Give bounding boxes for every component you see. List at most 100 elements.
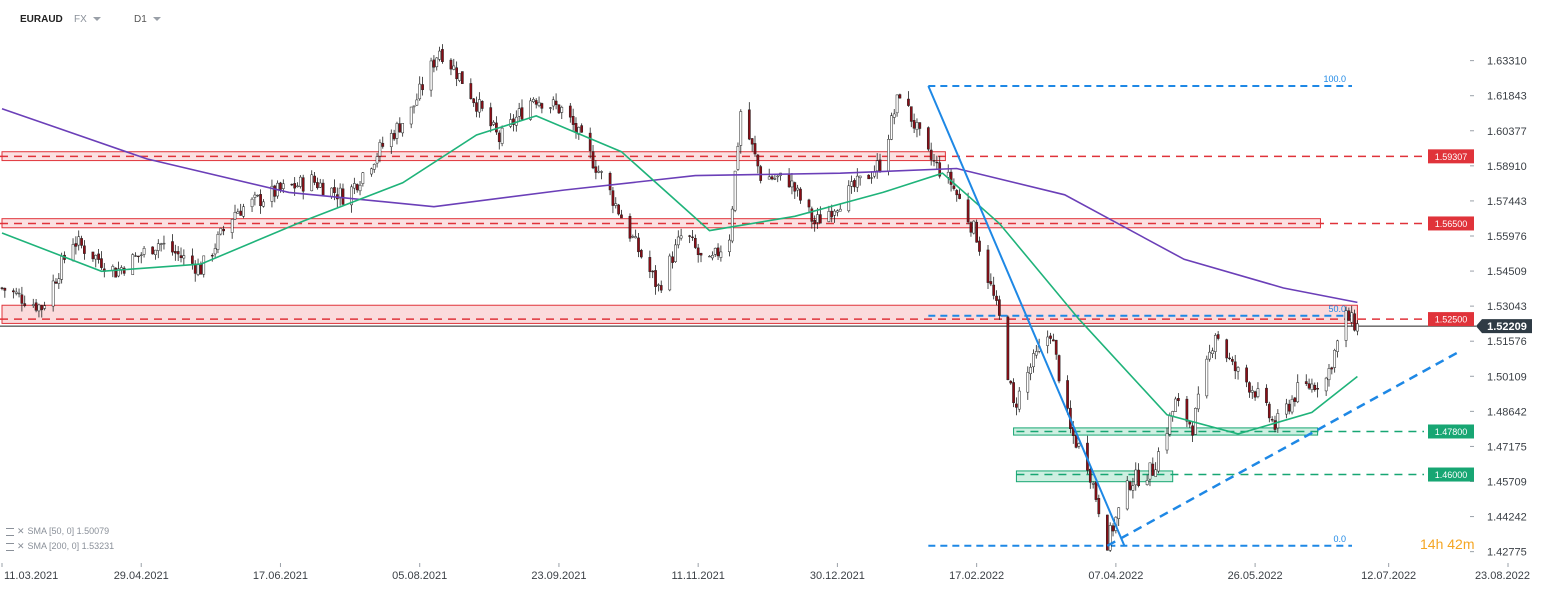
levels-layer: 100.0 50.0 0.0 (0, 74, 1476, 547)
candle-body (330, 187, 333, 197)
candle-body (372, 164, 376, 170)
candle-body (60, 256, 64, 280)
candle-body (895, 94, 899, 114)
candle-body (711, 255, 714, 259)
candle-body (418, 83, 422, 100)
level-tag-label: 1.46000 (1435, 470, 1468, 480)
level-tag (1428, 149, 1474, 164)
candle-body (1165, 433, 1169, 451)
legend-sma50[interactable]: ✕ SMA [50, 0] 1.50079 (6, 526, 109, 537)
menu-icon[interactable] (6, 542, 14, 551)
candle-body (432, 59, 436, 68)
candle-body (1108, 525, 1112, 551)
candle-body (1233, 361, 1237, 372)
candle-body (100, 258, 103, 268)
close-icon[interactable]: ✕ (17, 541, 25, 551)
candle-body (1015, 403, 1018, 408)
candle-body (588, 132, 592, 151)
sma-layer (1, 107, 1358, 435)
candle-body (176, 251, 180, 255)
candle-body (833, 210, 836, 216)
candle-body (191, 255, 194, 264)
candle-body (137, 255, 140, 258)
candle-body (12, 290, 15, 293)
candle-body (171, 241, 174, 253)
candle-body (1097, 498, 1101, 515)
candle-body (310, 174, 314, 192)
candle-body (230, 219, 234, 233)
candle-body (1134, 469, 1138, 486)
candle-body (139, 254, 143, 256)
candle-body (747, 109, 751, 140)
candle-body (134, 255, 137, 257)
symbol-label[interactable]: EURAUD (20, 14, 63, 25)
candle-body (472, 98, 476, 104)
timeframe-selector[interactable]: D1 (134, 14, 161, 25)
candle-body (708, 255, 711, 258)
candle-body (1293, 397, 1297, 402)
fib-label: 50.0 (1328, 304, 1346, 314)
x-tick-label: 12.07.2022 (1361, 570, 1416, 582)
candle-body (534, 100, 538, 105)
trendline-layer (927, 85, 1461, 547)
candle-body (759, 166, 763, 181)
candle-body (37, 304, 41, 312)
candle-body (1137, 469, 1140, 486)
candle-body (512, 118, 515, 125)
candle-body (637, 237, 640, 253)
candle-body (659, 285, 663, 291)
countdown-m-unit: m (1462, 536, 1475, 552)
candle-body (173, 251, 177, 254)
candle-body (676, 236, 680, 246)
candle-body (1188, 421, 1192, 425)
y-tick-label: 1.44242 (1487, 512, 1527, 524)
candle-body (608, 172, 612, 191)
candle-body (1131, 485, 1135, 491)
candle-body (23, 303, 27, 307)
close-icon[interactable]: ✕ (17, 526, 25, 536)
candle-body (358, 184, 362, 192)
level-tag (1428, 312, 1474, 327)
candle-body (1236, 367, 1240, 372)
market-selector[interactable]: FX (74, 14, 101, 25)
candle-body (819, 214, 822, 224)
candle-body (1327, 368, 1331, 381)
candle-body (509, 119, 512, 127)
candle-body (955, 190, 959, 196)
candle-body (279, 182, 282, 190)
y-tick-label: 1.51576 (1487, 336, 1527, 348)
candle-body (262, 201, 265, 207)
candle-body (679, 235, 683, 239)
y-tick-label: 1.57443 (1487, 196, 1527, 208)
candle-body (392, 133, 396, 140)
candle-body (992, 284, 996, 296)
menu-icon[interactable] (6, 527, 14, 536)
level-tag-label: 1.52500 (1435, 315, 1468, 325)
candle-body (611, 190, 615, 206)
candle-body (719, 251, 723, 258)
candle-body (478, 99, 481, 113)
legend-sma200[interactable]: ✕ SMA [200, 0] 1.53231 (6, 541, 114, 552)
y-tick-label: 1.50109 (1487, 371, 1527, 383)
market-label: FX (74, 14, 87, 25)
candle-body (728, 239, 731, 253)
candle-body (969, 222, 973, 233)
candle-body (1066, 380, 1069, 409)
timeframe-label: D1 (134, 14, 147, 25)
candle-body (870, 177, 873, 179)
candle-body (83, 245, 86, 254)
candle-body (1287, 403, 1291, 412)
candle-body (926, 127, 930, 150)
candle-body (830, 210, 834, 218)
candle-body (34, 302, 38, 311)
candle-body (713, 248, 717, 255)
candle-body (1074, 434, 1078, 448)
legend-sma50-label: SMA [50, 0] 1.50079 (27, 526, 110, 536)
candle-body (634, 236, 638, 239)
candle-body (1032, 353, 1035, 368)
candle-body (281, 183, 285, 189)
candle-body (654, 270, 657, 287)
countdown-minutes: 42 (1447, 536, 1463, 552)
candle-body (1049, 335, 1052, 339)
